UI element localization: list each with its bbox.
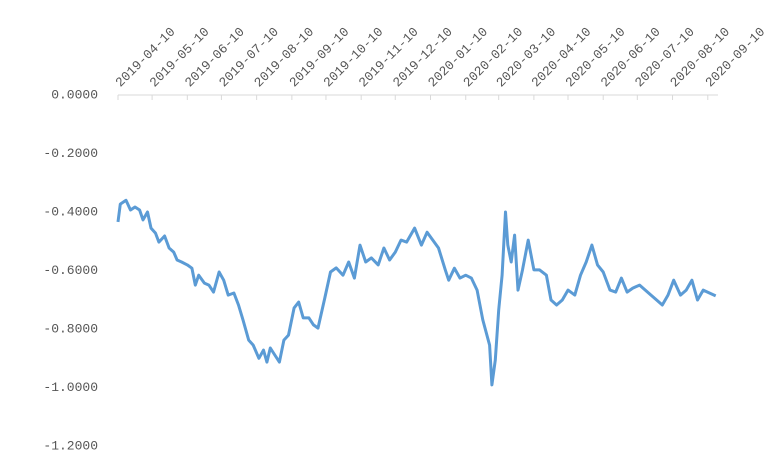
y-tick-label: -1.2000 — [43, 438, 98, 453]
y-tick-label: -1.0000 — [43, 380, 98, 395]
y-tick-label: 0.0000 — [51, 87, 98, 102]
data-line — [116, 198, 717, 387]
y-tick-label: -0.2000 — [43, 146, 98, 161]
y-tick-label: -0.4000 — [43, 204, 98, 219]
y-tick-label: -0.8000 — [43, 321, 98, 336]
y-tick-label: -0.6000 — [43, 263, 98, 278]
